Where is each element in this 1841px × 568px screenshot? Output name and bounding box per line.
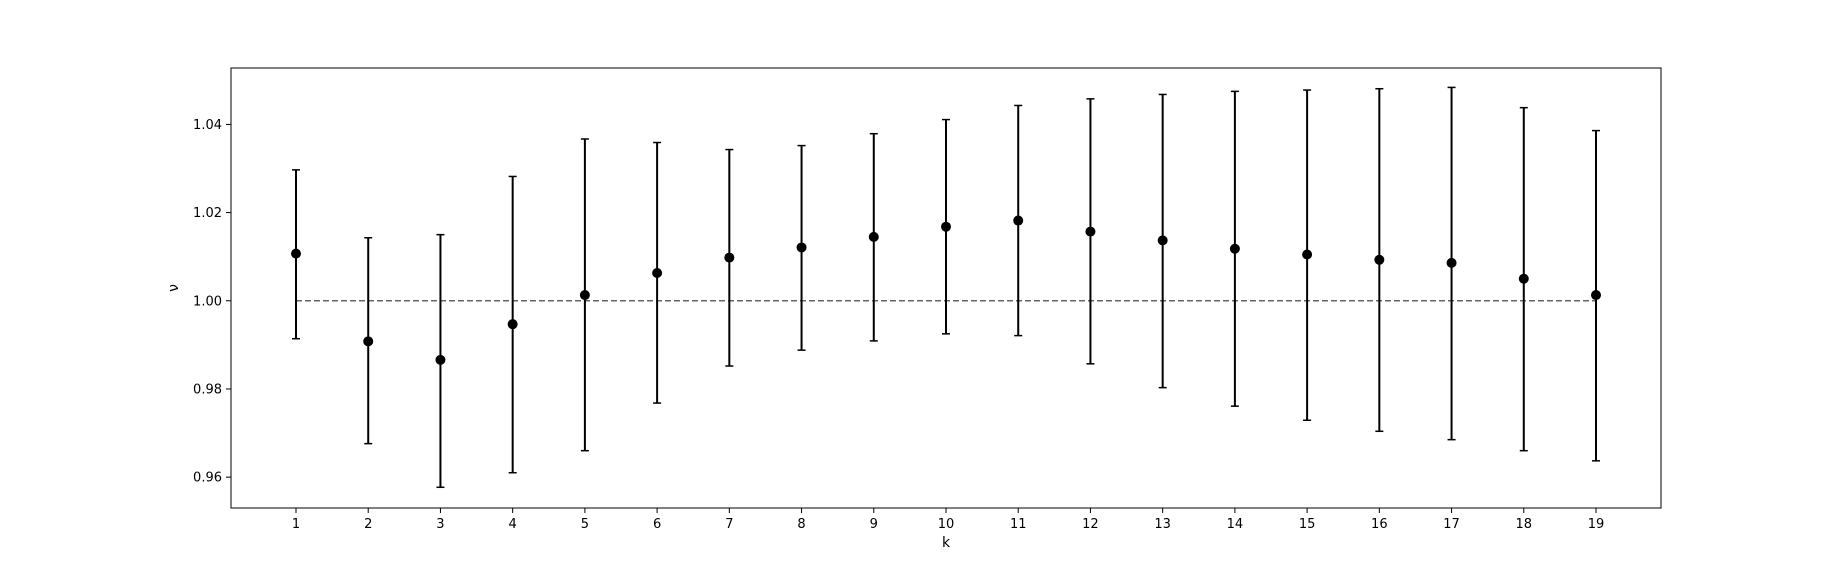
x-tick-label: 16	[1371, 517, 1388, 532]
data-point	[652, 268, 663, 279]
y-tick-label: 1.04	[193, 118, 222, 133]
data-point	[1518, 273, 1529, 284]
data-point	[363, 336, 374, 347]
x-tick-label: 17	[1443, 517, 1460, 532]
x-tick-label: 13	[1154, 517, 1171, 532]
data-point	[291, 248, 301, 259]
x-tick-label: 3	[436, 517, 444, 532]
y-tick-label: 0.96	[193, 471, 222, 486]
data-point	[1013, 215, 1024, 226]
x-tick-label: 9	[870, 517, 878, 532]
data-point	[724, 252, 735, 263]
data-point	[507, 319, 518, 330]
errorbar-group	[1374, 87, 1385, 433]
chart-marks	[291, 86, 1601, 489]
x-tick-label: 4	[509, 517, 517, 532]
x-tick-label: 2	[364, 517, 372, 532]
errorbar-group	[1446, 86, 1457, 441]
x-tick-label: 6	[653, 517, 661, 532]
y-tick-label: 0.98	[193, 382, 222, 397]
x-tick-label: 19	[1588, 517, 1605, 532]
x-tick-label: 8	[797, 517, 805, 532]
x-tick-label: 12	[1082, 517, 1099, 532]
y-tick-label: 1.02	[193, 206, 222, 221]
y-axis-label: ν	[166, 284, 182, 292]
errorbar-group	[868, 132, 879, 342]
errorbar-group	[579, 138, 590, 452]
y-tick-label: 1.00	[193, 294, 222, 309]
data-point	[435, 354, 446, 365]
y-axis-ticks: 0.96 0.98 1.00 1.02 1.04	[193, 118, 231, 486]
data-point	[941, 221, 951, 232]
errorbar-group	[291, 169, 301, 340]
errorbar-group	[1013, 104, 1024, 337]
x-tick-label: 5	[581, 517, 589, 532]
x-tick-label: 11	[1010, 517, 1027, 532]
x-tick-label: 18	[1516, 517, 1533, 532]
errorbar-group	[652, 141, 663, 404]
errorbar-group	[1302, 89, 1313, 422]
errorbar-group	[363, 236, 374, 445]
x-tick-label: 10	[938, 517, 955, 532]
x-tick-label: 15	[1299, 517, 1316, 532]
x-tick-label: 14	[1227, 517, 1244, 532]
data-point	[579, 290, 590, 301]
errorbar-group	[941, 118, 951, 335]
data-point	[1302, 249, 1313, 260]
data-point	[1157, 235, 1168, 246]
x-axis-label: k	[942, 535, 951, 551]
data-point	[1085, 226, 1096, 237]
errorbar-group	[1085, 98, 1096, 365]
data-point	[796, 242, 807, 253]
data-point	[1229, 243, 1240, 254]
errorbar-group	[1518, 106, 1529, 452]
errorbar-group	[724, 148, 735, 367]
errorbar-group	[796, 144, 807, 351]
data-point	[1446, 257, 1457, 268]
x-tick-label: 1	[292, 517, 300, 532]
x-axis-ticks: 1 2 3 4 5 6 7 8 9 10 11 12 13 14 15 16 17 18 19	[292, 508, 1604, 532]
errorbar-group	[435, 233, 446, 489]
data-point	[1374, 254, 1385, 265]
data-point	[1591, 290, 1601, 301]
x-tick-label: 7	[725, 517, 733, 532]
errorbar-group	[507, 175, 518, 474]
errorbar-group	[1591, 129, 1601, 462]
errorbar-group	[1157, 93, 1168, 389]
data-point	[868, 231, 879, 242]
errorbar-group	[1229, 90, 1240, 407]
